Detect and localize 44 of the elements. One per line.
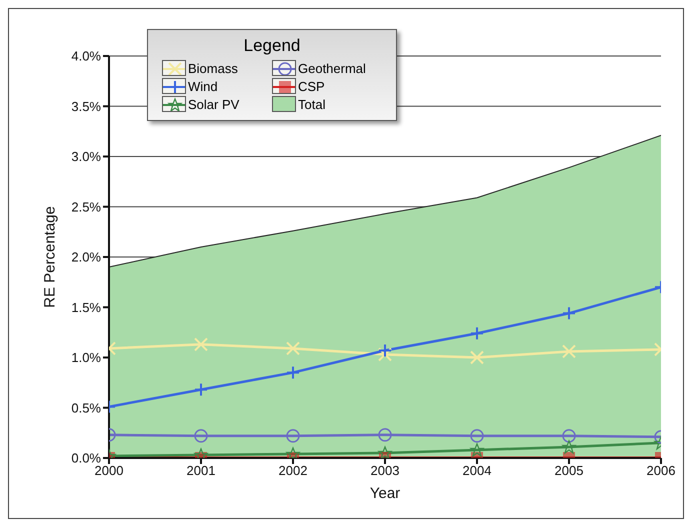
point xyxy=(470,350,484,364)
legend-label: CSP xyxy=(298,78,325,94)
y-tick-label: 4.0% xyxy=(71,48,102,64)
legend-title: Legend xyxy=(242,36,302,56)
point xyxy=(286,341,300,356)
point xyxy=(378,347,392,362)
x-tick-label: 2001 xyxy=(186,463,216,478)
y-tick-label: 3.5% xyxy=(71,98,102,114)
x-tick-label: 2002 xyxy=(278,463,308,478)
y-tick-label: 0.5% xyxy=(71,400,102,416)
point xyxy=(470,443,484,457)
x-tick-label: 2004 xyxy=(462,463,492,478)
point xyxy=(194,337,208,352)
point xyxy=(286,366,300,380)
y-tick-label: 1.5% xyxy=(71,300,102,315)
x-tick-label: 2000 xyxy=(94,463,124,478)
point xyxy=(194,429,208,443)
point xyxy=(194,382,208,397)
legend-label: Biomass xyxy=(188,60,238,76)
point xyxy=(378,446,392,458)
x-tick-label: 2006 xyxy=(646,463,676,478)
point xyxy=(562,306,576,320)
x-tick-label: 2003 xyxy=(370,463,400,478)
y-tick-label: 3.0% xyxy=(71,149,102,164)
point xyxy=(286,429,300,443)
y-tick-label: 0.0% xyxy=(71,450,102,466)
y-tick-label: 2.5% xyxy=(71,199,102,214)
legend-label: Geothermal xyxy=(298,60,366,76)
point xyxy=(562,344,576,358)
y-tick-label: 1.0% xyxy=(71,350,102,366)
x-tick-label: 2005 xyxy=(554,463,584,478)
point xyxy=(562,429,576,443)
point xyxy=(562,440,576,454)
point xyxy=(286,447,300,458)
y-tick-label: 2.0% xyxy=(71,250,102,265)
y-axis-title: RE Percentage xyxy=(41,206,58,308)
x-axis-title: Year xyxy=(370,485,400,502)
point xyxy=(470,429,484,443)
point xyxy=(470,326,484,340)
point xyxy=(378,428,392,442)
legend-label: Solar PV xyxy=(188,96,240,112)
legend-label: Wind xyxy=(188,78,218,94)
legend-label: Total xyxy=(298,96,326,112)
point xyxy=(378,343,392,358)
